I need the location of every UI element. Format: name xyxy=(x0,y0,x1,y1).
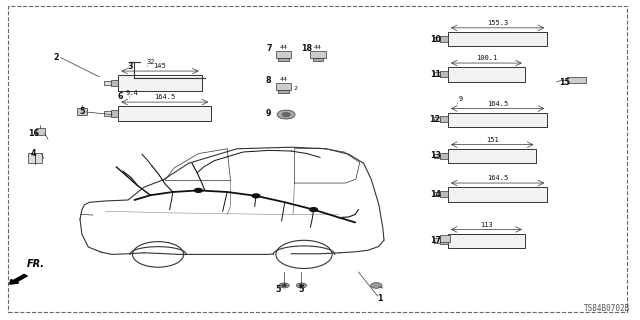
Text: 17: 17 xyxy=(429,236,441,245)
Bar xyxy=(310,51,326,58)
Text: 9: 9 xyxy=(266,109,271,118)
Text: 164.5: 164.5 xyxy=(487,175,508,181)
Text: 44: 44 xyxy=(280,77,287,82)
Text: TS84B0702B: TS84B0702B xyxy=(584,304,630,313)
Text: 2: 2 xyxy=(294,86,298,92)
Bar xyxy=(276,83,291,90)
Bar xyxy=(118,106,211,121)
Text: 18: 18 xyxy=(301,44,313,53)
Text: 113: 113 xyxy=(480,221,493,228)
Bar xyxy=(278,58,289,61)
Circle shape xyxy=(282,284,286,286)
Bar xyxy=(77,108,87,115)
Bar xyxy=(434,72,440,76)
Circle shape xyxy=(252,194,260,198)
Text: 8: 8 xyxy=(266,76,271,85)
Text: 4: 4 xyxy=(31,149,36,158)
Bar xyxy=(434,154,440,158)
Bar xyxy=(448,187,547,202)
Bar xyxy=(28,153,42,163)
Text: 32: 32 xyxy=(146,59,155,65)
Bar xyxy=(448,234,525,248)
Text: 9: 9 xyxy=(459,96,463,102)
Text: 5: 5 xyxy=(276,285,281,294)
Bar xyxy=(36,128,45,135)
Bar xyxy=(448,67,525,82)
Text: 145: 145 xyxy=(154,63,166,69)
Text: 7: 7 xyxy=(266,44,271,53)
Text: 10: 10 xyxy=(429,35,441,44)
Bar xyxy=(278,90,289,93)
Text: 5: 5 xyxy=(79,107,84,116)
Circle shape xyxy=(296,283,307,288)
Bar xyxy=(440,235,450,242)
Bar xyxy=(448,113,547,127)
Text: 44: 44 xyxy=(280,45,287,50)
Circle shape xyxy=(371,283,382,288)
Text: 164.5: 164.5 xyxy=(487,100,508,107)
Circle shape xyxy=(300,284,303,286)
Bar xyxy=(434,238,440,243)
Bar xyxy=(434,37,440,41)
Bar xyxy=(448,149,536,163)
Bar xyxy=(440,191,448,197)
Text: 164.5: 164.5 xyxy=(154,94,175,100)
Circle shape xyxy=(195,188,202,192)
Text: 6: 6 xyxy=(118,92,123,100)
Text: 9.4: 9.4 xyxy=(126,90,139,96)
FancyArrow shape xyxy=(10,275,28,284)
Bar xyxy=(434,117,440,121)
Bar xyxy=(448,32,547,46)
Text: 44: 44 xyxy=(314,45,322,50)
Bar xyxy=(111,110,118,117)
Bar xyxy=(111,80,118,86)
Text: 13: 13 xyxy=(429,151,441,160)
Bar xyxy=(104,111,111,116)
Bar xyxy=(440,71,448,77)
Text: 100.1: 100.1 xyxy=(476,55,497,61)
Bar xyxy=(434,192,440,196)
Text: 155.3: 155.3 xyxy=(487,20,508,26)
Bar xyxy=(104,81,111,85)
Text: 12: 12 xyxy=(429,115,441,124)
Circle shape xyxy=(282,113,290,116)
Bar xyxy=(567,77,586,83)
Bar xyxy=(440,116,448,122)
Bar xyxy=(118,75,202,91)
Text: 1: 1 xyxy=(377,294,382,303)
Text: 11: 11 xyxy=(429,70,441,79)
Bar xyxy=(440,36,448,42)
Text: FR.: FR. xyxy=(27,259,45,269)
Text: 15: 15 xyxy=(559,78,570,87)
Bar xyxy=(313,58,323,61)
Text: 2: 2 xyxy=(54,53,59,62)
Bar xyxy=(440,153,448,159)
Bar xyxy=(276,51,291,58)
Text: 5: 5 xyxy=(298,285,303,294)
Text: 3: 3 xyxy=(127,62,132,71)
Text: 14: 14 xyxy=(429,190,441,199)
Bar xyxy=(440,237,448,244)
Text: 151: 151 xyxy=(486,137,499,143)
Text: 16: 16 xyxy=(28,129,39,138)
Circle shape xyxy=(310,208,317,212)
Circle shape xyxy=(279,283,289,288)
Circle shape xyxy=(277,110,295,119)
